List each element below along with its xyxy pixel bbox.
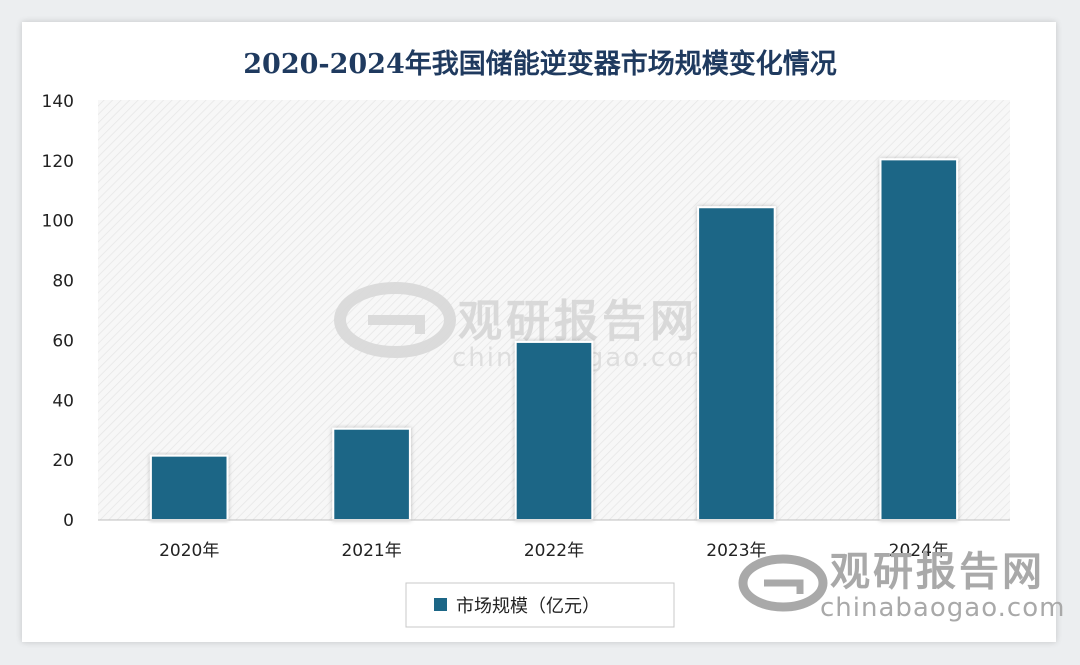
x-tick-label: 2023年 (706, 541, 766, 561)
watermark-corner-logo-icon (738, 554, 828, 612)
x-axis: 2020年 2021年 2022年 2023年 2024年 (159, 541, 949, 561)
watermark-corner-name: 观研报告网 (830, 549, 1045, 595)
watermark-center-name: 观研报告网 (458, 296, 698, 347)
watermark-corner-site: chinabaogao.com (820, 593, 1065, 623)
legend: 市场规模（亿元） (405, 582, 675, 628)
legend-label: 市场规模（亿元） (456, 596, 600, 617)
bar-4 (879, 158, 959, 521)
chart-title: 2020-2024年我国储能逆变器市场规模变化情况 (243, 48, 837, 80)
bar-1 (332, 427, 411, 522)
y-tick-label: 40 (52, 391, 74, 411)
watermark-logo-icon (334, 282, 456, 358)
y-tick-label: 60 (52, 331, 74, 351)
x-tick-label: 2020年 (159, 541, 219, 561)
x-tick-label: 2022年 (524, 541, 584, 561)
y-tick-label: 0 (63, 511, 74, 531)
bar-2 (514, 340, 594, 521)
y-tick-label: 20 (52, 451, 74, 471)
y-tick-label: 140 (42, 92, 74, 112)
bar-3 (697, 206, 776, 521)
y-tick-label: 100 (42, 212, 74, 232)
legend-box (405, 582, 675, 628)
y-tick-label: 120 (42, 152, 74, 172)
y-tick-label: 80 (52, 272, 74, 292)
y-axis: 0 20 40 60 80 100 120 140 (42, 92, 74, 531)
x-tick-label: 2021年 (341, 541, 401, 561)
watermark-corner: 观研报告网 chinabaogao.com (738, 549, 1065, 623)
bar-0 (149, 454, 229, 521)
x-tick-label: 2024年 (889, 541, 949, 561)
legend-swatch (434, 598, 447, 611)
